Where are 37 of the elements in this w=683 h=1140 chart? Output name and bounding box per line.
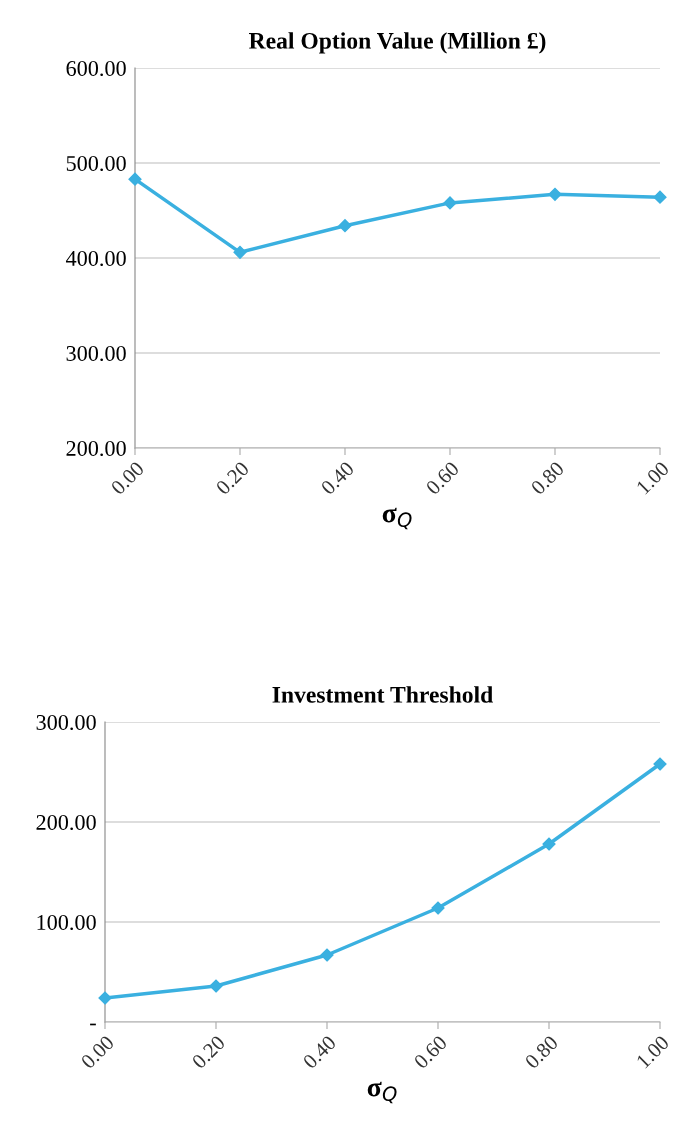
x-axis-title: σ$_{Q}$ [367, 1081, 397, 1104]
x-tick-label: 0.40 [302, 1034, 337, 1070]
point [338, 219, 352, 233]
x-tick-label: 0.00 [80, 1034, 115, 1070]
point [653, 757, 667, 771]
x-tick-label: 0.00 [110, 460, 145, 496]
point [128, 172, 142, 186]
point [233, 245, 247, 259]
y-tick-label: 300.00 [36, 714, 96, 731]
point [209, 979, 223, 993]
point [320, 948, 334, 962]
chart-title: Investment Threshold [272, 686, 493, 703]
x-tick-label: 0.40 [320, 460, 355, 496]
y-tick-label: 400.00 [65, 250, 126, 267]
point [431, 901, 445, 915]
y-tick-label: 100.00 [37, 914, 96, 931]
point [98, 991, 112, 1005]
point [443, 196, 457, 210]
y-tick-label: 600.00 [66, 60, 126, 77]
chart-title: Real Option Value (Million £) [249, 32, 546, 54]
y-tick-label: 500.00 [66, 155, 126, 172]
x-tick-label: 0.60 [413, 1034, 448, 1070]
x-tick-label: 0.20 [191, 1034, 226, 1070]
x-tick-label: 1.00 [635, 460, 670, 495]
y-tick-label: 200.00 [36, 814, 96, 831]
x-tick-label: 1.00 [635, 1034, 670, 1069]
y-tick-label: 300.00 [66, 345, 126, 362]
x-tick-label: 0.80 [524, 1034, 559, 1070]
point [542, 837, 556, 851]
point [653, 190, 667, 204]
point [548, 187, 562, 201]
x-tick-label: 0.60 [425, 460, 460, 496]
x-tick-label: 0.80 [530, 460, 565, 496]
y-tick-label: - [90, 1023, 96, 1026]
y-tick-label: 200.00 [66, 440, 126, 457]
x-axis-title: σ$_{Q}$ [382, 507, 412, 530]
x-tick-label: 0.20 [215, 460, 250, 496]
